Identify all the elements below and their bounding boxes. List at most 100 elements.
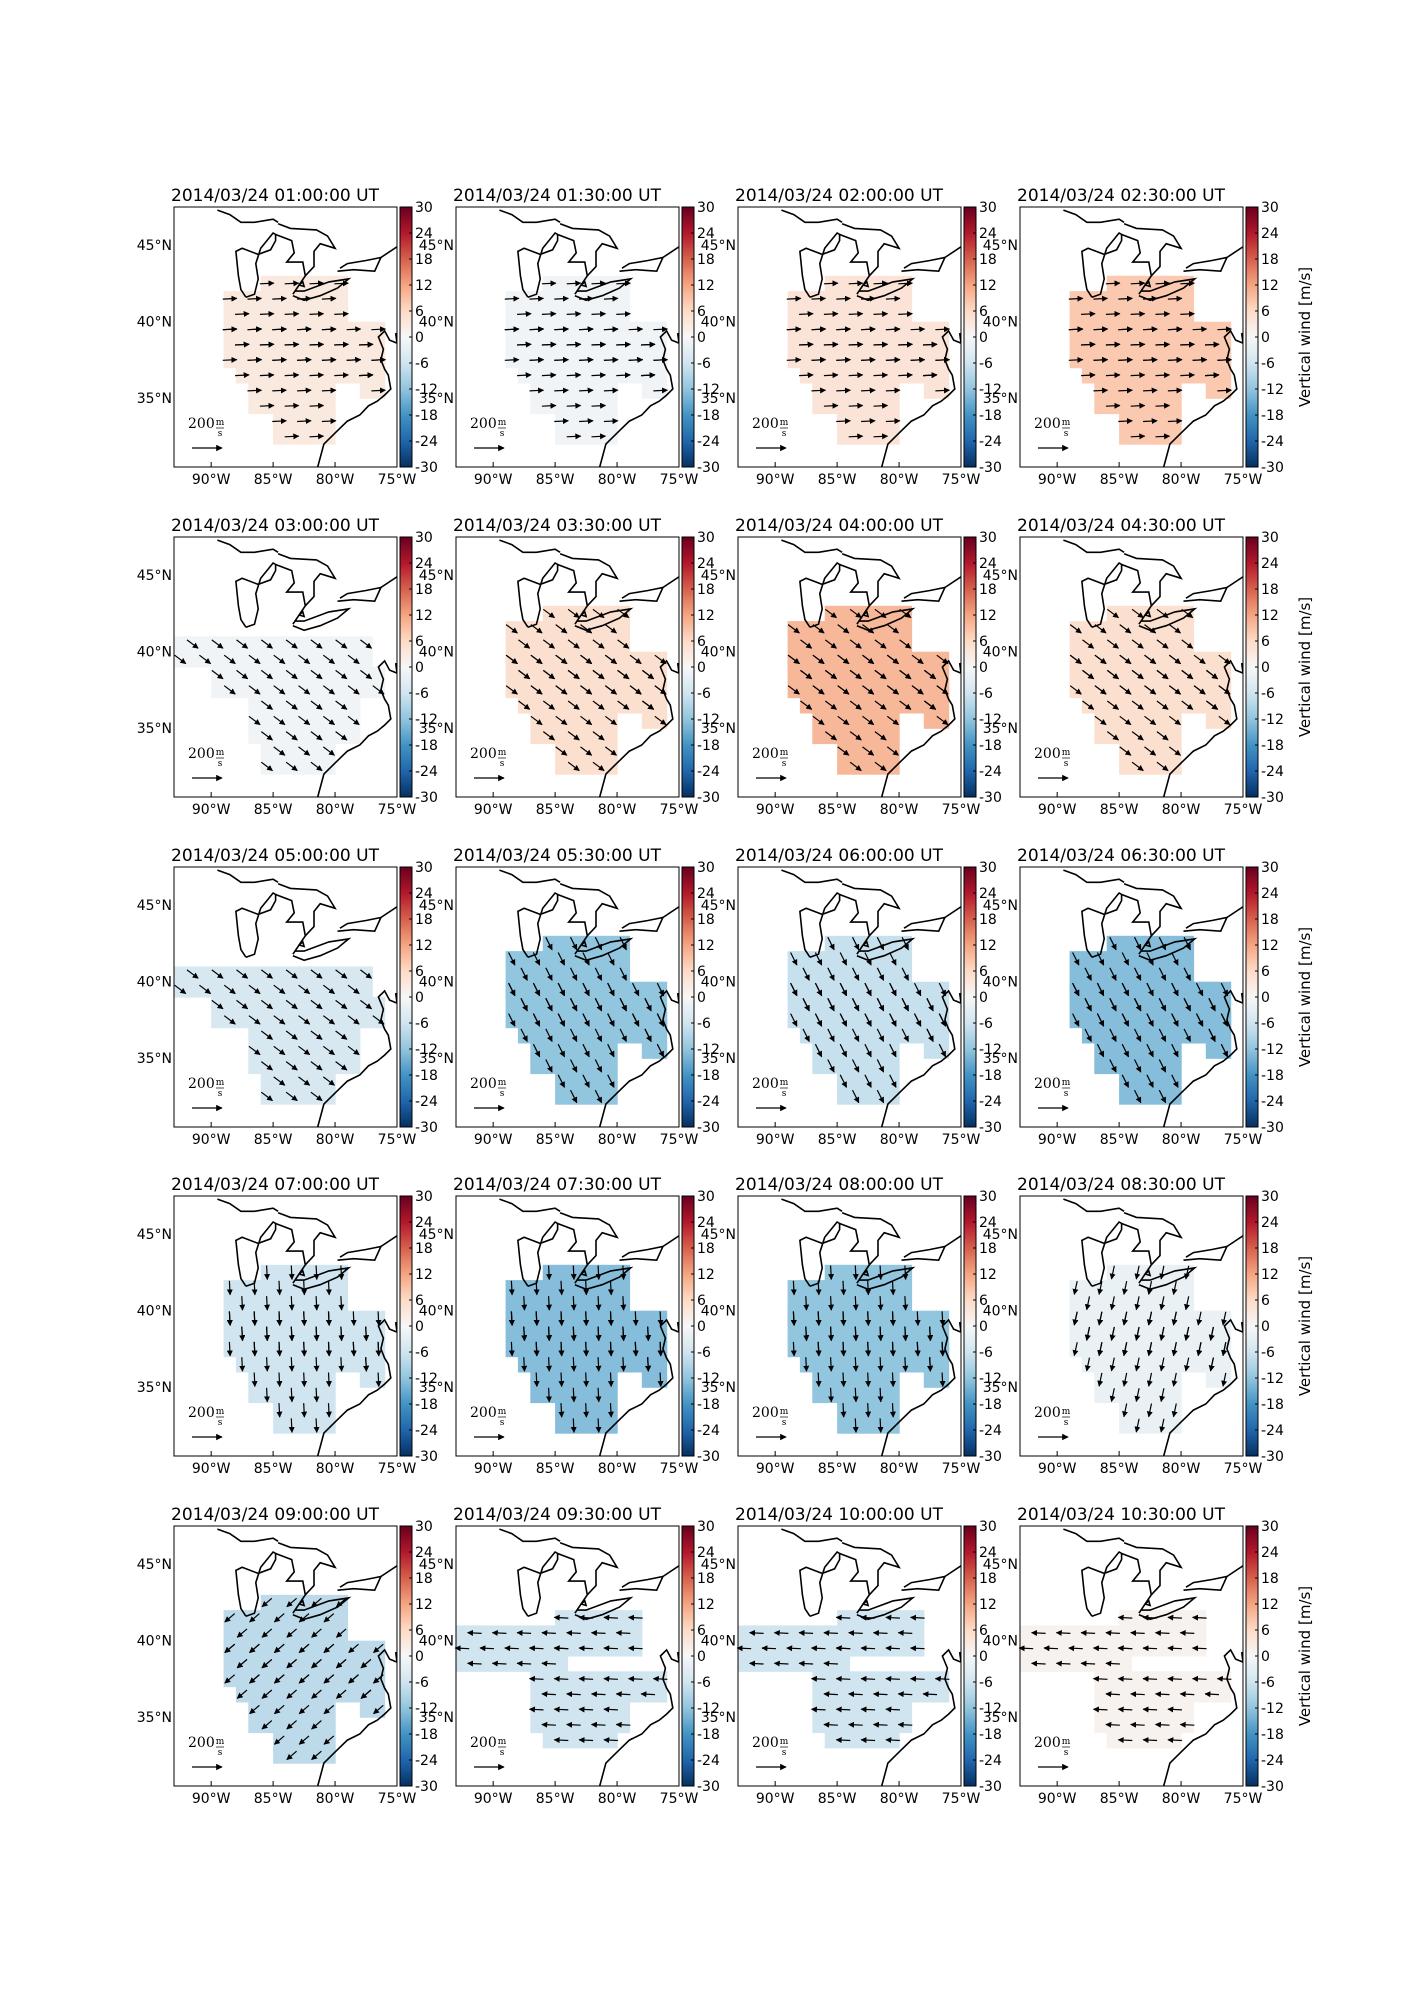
wind-cell <box>372 337 386 353</box>
wind-cell <box>555 398 569 415</box>
wind-cell <box>604 367 618 384</box>
wind-cell <box>211 651 225 668</box>
wind-cell <box>923 1042 937 1059</box>
wind-cell <box>1106 1012 1120 1029</box>
wind-arrow <box>479 1645 495 1652</box>
lat-tick-label: 35°N <box>701 1710 736 1726</box>
wind-arrow <box>322 984 335 995</box>
coastline <box>799 1550 841 1617</box>
wind-cell <box>1094 728 1108 745</box>
wind-arrow <box>935 326 950 333</box>
wind-cell <box>799 352 813 369</box>
wind-cell <box>1181 1280 1195 1296</box>
reference-arrow-label: 200 <box>188 416 215 432</box>
wind-arrow <box>1167 1614 1182 1621</box>
wind-cell <box>1168 1387 1182 1404</box>
wind-cell <box>579 1717 593 1734</box>
colorbar-tick-label: 0 <box>1261 330 1270 346</box>
reference-unit-den: s <box>218 1089 223 1099</box>
wind-arrow <box>338 1296 345 1311</box>
wind-cell <box>1156 981 1170 998</box>
wind-arrow <box>555 746 568 756</box>
colorbar-tick-label: -30 <box>1261 1449 1284 1465</box>
reference-arrow-label: 200 <box>752 1735 779 1751</box>
reference-unit-den: s <box>782 1748 787 1758</box>
wind-cell <box>579 275 593 292</box>
wind-cell <box>1168 697 1182 714</box>
wind-cell <box>629 667 643 683</box>
wind-cell <box>347 1027 361 1044</box>
wind-arrow <box>736 1645 752 1652</box>
wind-cell <box>579 636 593 653</box>
wind-cell <box>629 1356 643 1373</box>
colorbar-tick-label: 30 <box>1261 860 1279 876</box>
wind-arrow <box>579 295 594 302</box>
wind-cell <box>1094 697 1108 714</box>
wind-arrow <box>288 1357 295 1372</box>
reference-unit-den: s <box>500 1089 505 1099</box>
lat-tick-label: 40°N <box>419 975 454 991</box>
wind-cell <box>347 367 361 384</box>
wind-arrow <box>873 402 889 409</box>
wind-cell <box>886 966 900 983</box>
wind-cell <box>297 966 311 983</box>
wind-cell <box>567 1310 581 1327</box>
wind-cell <box>285 1042 299 1059</box>
wind-arrow <box>360 639 373 649</box>
wind-cell <box>347 1686 361 1703</box>
wind-cell <box>592 981 606 998</box>
wind-cell <box>1143 636 1157 653</box>
wind-cell <box>861 636 875 653</box>
wind-arrow <box>860 1706 876 1713</box>
wind-arrow <box>815 1311 822 1326</box>
wind-cell <box>1081 951 1095 967</box>
wind-arrow <box>1093 387 1109 394</box>
reference-unit-den: s <box>1064 1748 1069 1758</box>
wind-cell <box>567 1671 581 1688</box>
colorbar-tick-label: 18 <box>1261 252 1279 268</box>
wind-arrow <box>248 984 261 995</box>
wind-cell <box>567 352 581 369</box>
wind-arrow <box>897 1629 913 1636</box>
lon-tick-label: 85°W <box>254 472 293 488</box>
wind-cell <box>874 1073 888 1090</box>
wind-arrow <box>902 1296 909 1311</box>
coastline <box>235 231 277 298</box>
reference-arrow-label: 200 <box>188 1735 215 1751</box>
wind-arrow <box>1105 1660 1120 1667</box>
wind-arrow <box>1143 326 1158 333</box>
wind-cell <box>335 682 349 699</box>
wind-cell <box>1168 428 1182 445</box>
wind-cell <box>555 1625 569 1642</box>
wind-cell <box>1193 697 1207 714</box>
wind-cell <box>567 1701 581 1718</box>
lat-tick-label: 40°N <box>983 975 1018 991</box>
lon-tick-label: 90°W <box>1038 472 1077 488</box>
wind-cell <box>617 951 631 967</box>
wind-arrow <box>313 1387 320 1403</box>
wind-arrow <box>1131 700 1144 710</box>
colorbar-tick-label: 6 <box>979 634 988 650</box>
wind-cell <box>297 1747 311 1764</box>
lat-tick-label: 40°N <box>983 645 1018 661</box>
wind-arrow <box>886 685 899 695</box>
wind-arrow <box>223 1015 236 1025</box>
wind-arrow <box>852 1326 859 1342</box>
wind-cell <box>235 1640 249 1657</box>
wind-cell <box>799 1640 813 1657</box>
wind-cell <box>542 352 556 369</box>
wind-arrow <box>313 1326 320 1342</box>
lat-tick-label: 40°N <box>701 1304 736 1320</box>
wind-arrow <box>1031 1629 1046 1636</box>
wind-arrow <box>298 685 311 695</box>
wind-cell <box>604 428 618 445</box>
wind-arrow <box>885 1675 900 1682</box>
wind-arrow <box>628 1645 643 1652</box>
colorbar-tick-label: -12 <box>415 712 438 728</box>
wind-cell <box>1168 1717 1182 1734</box>
wind-cell <box>285 1280 299 1296</box>
wind-cell <box>555 966 569 983</box>
wind-arrow <box>541 280 557 287</box>
wind-arrow <box>1118 418 1133 425</box>
reference-unit-num: m <box>498 1078 507 1088</box>
